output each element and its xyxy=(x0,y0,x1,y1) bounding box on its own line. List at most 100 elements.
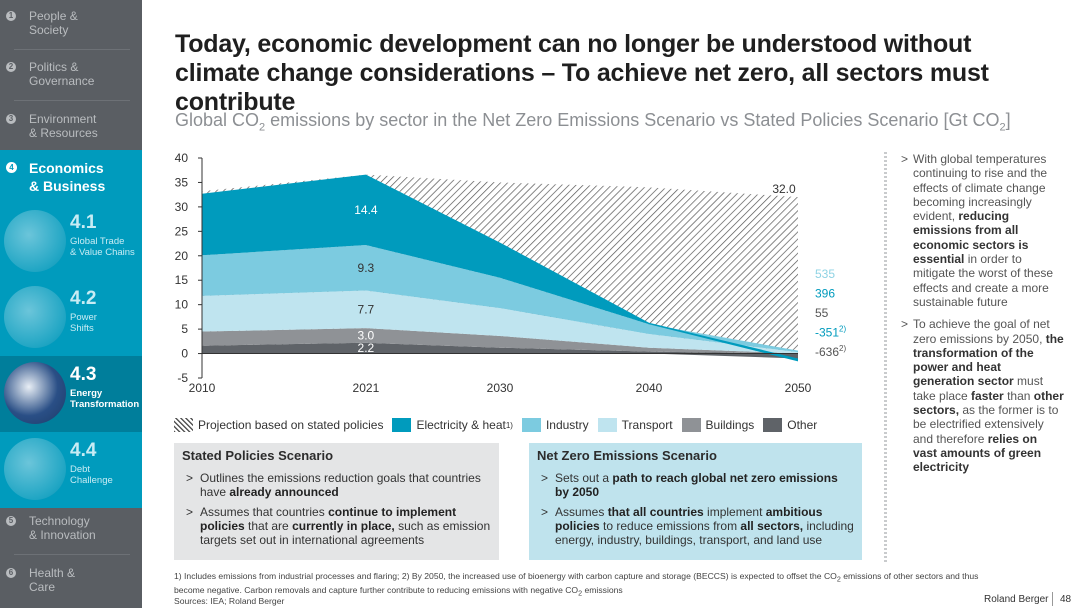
legend-label: Other xyxy=(787,418,818,432)
sidebar-subitem-power-shifts[interactable]: 4.2 Power Shifts xyxy=(0,280,142,356)
y-tick-label: 10 xyxy=(175,298,189,312)
data-label-2021: 9.3 xyxy=(358,261,375,275)
data-label-2021: 7.7 xyxy=(358,302,375,316)
text-run: Outlines the emissions reduction goals t… xyxy=(200,471,481,499)
legend-label: Transport xyxy=(621,418,673,432)
footnote-part: 1) Includes emissions from industrial pr… xyxy=(174,571,837,581)
subitem-label: Power Shifts xyxy=(70,312,97,334)
sidebar-item-label: Environment & Resources xyxy=(29,112,98,140)
x-tick-label: 2021 xyxy=(353,381,380,395)
side-label-2050: 535 xyxy=(815,267,835,281)
text-run-bold: relies on vast amounts of green electric… xyxy=(913,431,1042,475)
subtitle-part: Global CO xyxy=(175,110,260,130)
brand-name: Roland Berger xyxy=(984,594,1049,605)
text-run: Sets out a xyxy=(555,471,613,485)
legend-swatch xyxy=(597,418,617,432)
text-run: that are xyxy=(244,519,293,533)
footnote: 1) Includes emissions from industrial pr… xyxy=(174,571,994,598)
sidebar-item-label: Health & Care xyxy=(29,566,76,594)
sidebar-divider xyxy=(14,49,130,50)
total-label-2050: 32.0 xyxy=(772,182,796,196)
legend-swatch xyxy=(174,418,193,432)
net-zero-box: Net Zero Emissions Scenario Sets out a p… xyxy=(529,443,862,560)
text-run-bold: reducing emissions from all economic sec… xyxy=(913,209,1029,267)
legend-swatch xyxy=(392,418,412,432)
legend-item-buildings: Buildings xyxy=(681,418,754,432)
legend-item-industry: Industry xyxy=(521,418,589,432)
sidebar-subitem-global-trade[interactable]: 4.1 Global Trade & Value Chains xyxy=(0,204,142,280)
subitem-label: Debt Challenge xyxy=(70,464,113,486)
text-run: to reduce emissions from xyxy=(599,519,741,533)
footnote-marker: 2) xyxy=(839,344,846,353)
subitem-label: Energy Transformation xyxy=(70,388,140,410)
x-tick-label: 2030 xyxy=(487,381,514,395)
text-run: must take place xyxy=(913,374,1044,403)
sidebar-subitem-energy-transformation[interactable]: 4.3 Energy Transformation xyxy=(0,356,142,432)
area-other xyxy=(202,342,798,359)
footnote-subscript: 2 xyxy=(578,589,583,598)
legend-item-transport: Transport xyxy=(597,418,673,432)
text-run-bold: that all countries xyxy=(607,505,704,519)
text-run-bold: other sectors, xyxy=(913,388,1064,418)
y-tick-label: 0 xyxy=(181,347,188,361)
area-industry xyxy=(202,245,798,353)
text-run-bold: currently in place, xyxy=(292,519,395,533)
netzero-point: Assumes that all countries implement amb… xyxy=(537,505,854,547)
insight-point: To achieve the goal of net zero emission… xyxy=(884,317,1064,474)
sidebar-item-label: People & Society xyxy=(29,9,78,37)
sidebar: 1 People & Society 2 Politics & Governan… xyxy=(0,0,142,608)
side-label-2050: -6362) xyxy=(815,344,846,359)
text-run: Assumes xyxy=(555,505,608,519)
text-run: as the former is to be electrified exten… xyxy=(913,403,1059,446)
global-trade-thumbnail xyxy=(4,210,66,272)
net-zero-title: Net Zero Emissions Scenario xyxy=(537,448,717,463)
stated-point: Assumes that countries continue to imple… xyxy=(182,505,491,547)
text-run: implement xyxy=(703,505,766,519)
sidebar-item-label: Economics & Business xyxy=(29,160,106,194)
sidebar-item-label: Technology & Innovation xyxy=(29,514,96,542)
subitem-number: 4.1 xyxy=(70,212,97,233)
footnote-part: emissions xyxy=(582,584,623,595)
text-run: such as emission targets set out in inte… xyxy=(200,519,491,547)
section-number-badge: 6 xyxy=(6,568,16,578)
y-tick-label: -5 xyxy=(177,371,188,385)
insight-point: With global temperatures continuing to r… xyxy=(884,152,1064,309)
subitem-number: 4.2 xyxy=(70,288,97,309)
sidebar-item-label: Politics & Governance xyxy=(29,60,95,88)
text-run-bold: path to reach global net zero emissions … xyxy=(555,471,838,499)
legend-swatch xyxy=(763,418,783,432)
text-run-bold: all sectors, xyxy=(740,519,804,533)
y-tick-label: 5 xyxy=(181,322,188,336)
chart-subtitle: Global CO2 emissions by sector in the Ne… xyxy=(175,110,1011,134)
area-electricity xyxy=(202,174,798,362)
x-tick-label: 2040 xyxy=(636,381,663,395)
area-buildings xyxy=(202,328,798,354)
legend-swatch xyxy=(521,418,541,432)
brand-divider xyxy=(1052,592,1053,606)
data-label-2021: 14.4 xyxy=(354,203,378,217)
debt-challenge-thumbnail xyxy=(4,438,66,500)
netzero-point: Sets out a path to reach global net zero… xyxy=(537,471,854,499)
text-run-bold: continue to implement policies xyxy=(200,505,457,533)
data-label-2021: 2.2 xyxy=(358,341,375,355)
text-run: in order to mitigate the worst of these … xyxy=(913,252,1054,309)
y-tick-label: 25 xyxy=(175,224,189,238)
text-run: including energy, industry, buildings, t… xyxy=(555,519,854,547)
y-tick-label: 40 xyxy=(175,151,189,165)
x-tick-label: 2010 xyxy=(189,381,216,395)
sources: Sources: IEA; Roland Berger xyxy=(174,596,285,606)
sidebar-subitem-debt-challenge[interactable]: 4.4 Debt Challenge xyxy=(0,432,142,508)
chart-legend: Projection based on stated policies Elect… xyxy=(174,417,826,433)
power-shifts-thumbnail xyxy=(4,286,66,348)
y-tick-label: 35 xyxy=(175,175,189,189)
section-number-badge: 5 xyxy=(6,516,16,526)
y-tick-label: 20 xyxy=(175,249,189,263)
legend-item-other: Other xyxy=(763,418,817,432)
text-run: To achieve the goal of net zero emission… xyxy=(913,317,1050,346)
stated-policies-title: Stated Policies Scenario xyxy=(182,448,334,463)
energy-transformation-thumbnail xyxy=(4,362,66,424)
area-transport xyxy=(202,290,798,354)
text-run-bold: ambitious policies xyxy=(555,505,823,533)
text-run-bold: the transformation of the power and heat… xyxy=(913,331,1064,389)
text-run: With global temperatures continuing to r… xyxy=(913,152,1048,224)
